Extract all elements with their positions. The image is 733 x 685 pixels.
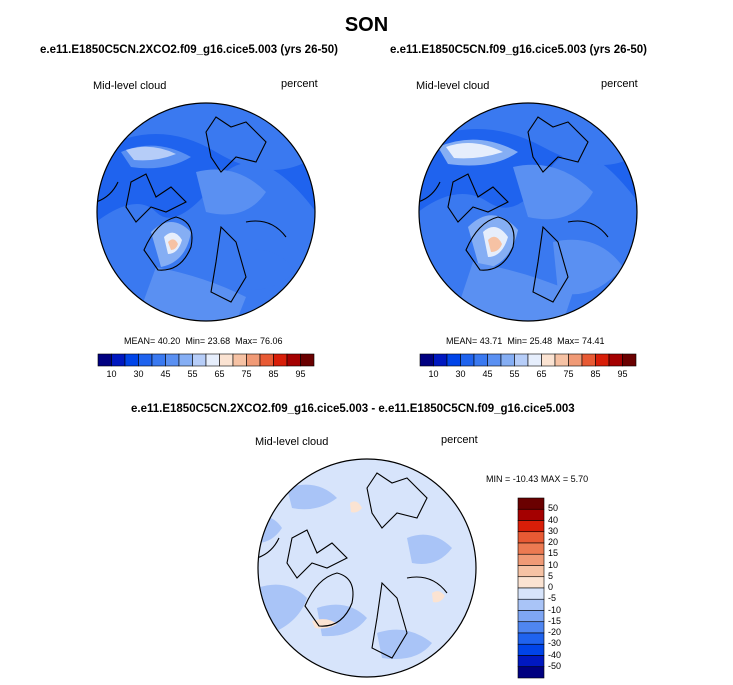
colorbar-swatch — [517, 553, 545, 566]
colorbar-tick-label: 15 — [548, 548, 559, 559]
colorbar-tick-label: 55 — [187, 369, 198, 379]
colorbar-swatch — [151, 353, 166, 367]
panel2-colorbar — [419, 353, 637, 367]
colorbar-swatch — [517, 576, 545, 589]
colorbar-swatch — [517, 587, 545, 600]
colorbar-swatch — [517, 655, 545, 668]
panel3-title: e.e11.E1850C5CN.2XCO2.f09_g16.cice5.003 … — [131, 403, 575, 415]
colorbar-tick-label: -20 — [548, 627, 562, 637]
panel3-polar-map — [257, 458, 477, 678]
colorbar-swatch — [541, 353, 556, 367]
colorbar-tick-label: -50 — [548, 660, 562, 671]
panel1-stats: MEAN= 40.20 Min= 23.68 Max= 76.06 — [124, 336, 283, 346]
colorbar-tick-label: 40 — [548, 514, 559, 525]
colorbar-swatch — [517, 632, 545, 645]
colorbar-swatch — [517, 610, 545, 623]
colorbar-swatch — [517, 643, 545, 656]
colorbar-swatch — [517, 621, 545, 634]
colorbar-swatch — [219, 353, 234, 367]
panel1-colorbar — [97, 353, 315, 367]
colorbar-swatch — [568, 353, 583, 367]
colorbar-tick-label: 75 — [241, 369, 252, 379]
colorbar-swatch — [419, 353, 434, 367]
colorbar-swatch — [500, 353, 515, 367]
colorbar-swatch — [232, 353, 247, 367]
colorbar-tick-label: 20 — [548, 537, 559, 547]
panel1-polar-map — [96, 102, 316, 322]
colorbar-tick-label: 95 — [295, 369, 306, 379]
colorbar-swatch — [111, 353, 126, 367]
panel1-variable-label: Mid-level cloud — [93, 80, 167, 92]
panel2-stats: MEAN= 43.71 Min= 25.48 Max= 74.41 — [446, 336, 605, 346]
panel3-variable-label: Mid-level cloud — [255, 436, 329, 448]
colorbar-tick-label: 95 — [617, 369, 628, 379]
colorbar-swatch — [487, 353, 502, 367]
panel2-units-label: percent — [601, 78, 638, 90]
colorbar-tick-label: 10 — [548, 559, 559, 570]
colorbar-swatch — [192, 353, 207, 367]
figure-title: SON — [344, 14, 389, 36]
colorbar-tick-label: 0 — [548, 582, 554, 592]
colorbar-tick-label: 45 — [482, 369, 493, 379]
colorbar-tick-label: 55 — [509, 369, 520, 379]
colorbar-swatch — [517, 497, 545, 510]
colorbar-swatch — [517, 508, 545, 521]
colorbar-swatch — [97, 353, 112, 367]
colorbar-swatch — [124, 353, 139, 367]
colorbar-swatch — [138, 353, 153, 367]
colorbar-tick-label: -30 — [548, 638, 562, 649]
panel3-stats: MIN = -10.43 MAX = 5.70 — [486, 474, 589, 484]
colorbar-tick-label: 65 — [536, 369, 547, 379]
colorbar-swatch — [205, 353, 220, 367]
colorbar-swatch — [554, 353, 569, 367]
panel2-variable-label: Mid-level cloud — [416, 80, 490, 92]
panel1-units-label: percent — [281, 78, 318, 90]
colorbar-tick-label: 45 — [160, 369, 171, 379]
colorbar-swatch — [517, 542, 545, 555]
colorbar-tick-label: 10 — [106, 369, 117, 379]
colorbar-swatch — [273, 353, 288, 367]
colorbar-swatch — [517, 565, 545, 578]
colorbar-swatch — [517, 598, 545, 611]
colorbar-tick-label: -15 — [548, 615, 562, 626]
colorbar-swatch — [165, 353, 180, 367]
panel3-colorbar — [517, 497, 545, 679]
colorbar-tick-label: 10 — [428, 369, 439, 379]
colorbar-swatch — [178, 353, 193, 367]
colorbar-tick-label: 50 — [548, 503, 559, 514]
colorbar-swatch — [517, 520, 545, 533]
colorbar-swatch — [300, 353, 315, 367]
panel1-title: e.e11.E1850C5CN.2XCO2.f09_g16.cice5.003 … — [40, 44, 338, 56]
colorbar-tick-label: 65 — [214, 369, 225, 379]
colorbar-tick-label: 30 — [455, 369, 466, 379]
colorbar-swatch — [446, 353, 461, 367]
colorbar-swatch — [517, 666, 545, 679]
panel3-units-label: percent — [441, 434, 478, 446]
colorbar-tick-label: -5 — [548, 593, 557, 604]
colorbar-swatch — [460, 353, 475, 367]
panel2-title: e.e11.E1850C5CN.f09_g16.cice5.003 (yrs 2… — [390, 44, 648, 56]
colorbar-swatch — [286, 353, 301, 367]
colorbar-swatch — [595, 353, 610, 367]
colorbar-tick-label: 30 — [133, 369, 144, 379]
colorbar-tick-label: -40 — [548, 649, 562, 660]
colorbar-tick-label: -10 — [548, 604, 562, 615]
colorbar-tick-label: 85 — [268, 369, 279, 379]
colorbar-tick-label: 30 — [548, 525, 559, 536]
colorbar-swatch — [622, 353, 637, 367]
colorbar-swatch — [527, 353, 542, 367]
colorbar-tick-label: 75 — [563, 369, 574, 379]
colorbar-tick-label: 85 — [590, 369, 601, 379]
colorbar-tick-label: 5 — [548, 570, 554, 581]
colorbar-swatch — [259, 353, 274, 367]
colorbar-swatch — [608, 353, 623, 367]
colorbar-swatch — [517, 531, 545, 544]
panel2-polar-map — [418, 102, 638, 322]
colorbar-swatch — [246, 353, 261, 367]
colorbar-swatch — [514, 353, 529, 367]
colorbar-swatch — [581, 353, 596, 367]
colorbar-swatch — [433, 353, 448, 367]
colorbar-swatch — [473, 353, 488, 367]
